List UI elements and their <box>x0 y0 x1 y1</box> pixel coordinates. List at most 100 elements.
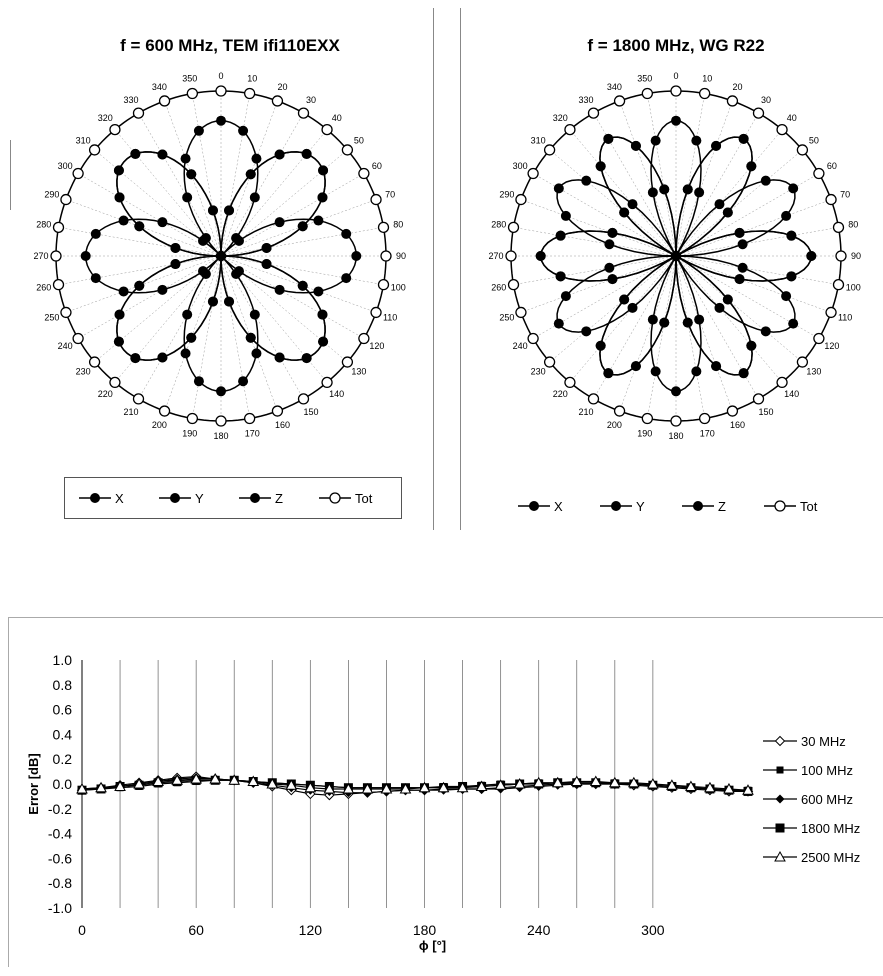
polar2-angle-label: 350 <box>637 74 652 84</box>
polar1-Tot-point <box>341 356 354 368</box>
polar1-legend-swatch <box>79 493 111 503</box>
polar2-Y-point <box>694 187 705 198</box>
polar1-Z-point <box>170 259 181 270</box>
polar2-Z-point <box>806 251 817 261</box>
polar2-Y-point <box>604 262 615 273</box>
polar2-Z-point <box>711 140 722 151</box>
polar2-Y-point <box>627 199 638 210</box>
polar2-Tot-point <box>670 415 682 427</box>
polar2-Tot-point <box>752 393 765 405</box>
polar1-angle-label: 340 <box>152 82 167 92</box>
error-legend-marker <box>774 735 786 747</box>
polar2-spoke <box>675 255 839 285</box>
polar2-legend-item-Z: Z <box>680 492 726 520</box>
error-chart-y-tick-label: 0.0 <box>53 776 73 792</box>
polar1-spoke <box>77 255 222 339</box>
polar1-Y-point <box>193 376 204 387</box>
polar2-angle-label: 210 <box>578 407 593 417</box>
polar2-Z-point <box>738 133 749 144</box>
polar1-Z-point <box>318 165 329 176</box>
polar2-Z-point <box>603 368 614 379</box>
polar1-Tot-point <box>271 95 284 107</box>
error-legend-label: 100 MHz <box>801 762 854 778</box>
polar2-Tot-point <box>543 356 556 368</box>
error-series-point <box>95 781 107 793</box>
polar2-Z-point <box>619 294 630 305</box>
polar1-angle-label: 130 <box>351 367 366 377</box>
polar2-legend-label: Z <box>718 498 726 514</box>
polar1-Z-point <box>245 332 256 343</box>
polar1-Tot-point <box>377 221 390 233</box>
polar1-Y-point <box>180 153 191 164</box>
polar1-angle-label: 280 <box>36 220 51 230</box>
polar1-Tot-point <box>132 107 145 119</box>
polar2-Y-point <box>650 366 661 377</box>
polar1-legend-swatch <box>239 493 271 503</box>
error-series-point <box>285 779 298 790</box>
polar1-Tot-point <box>244 87 256 100</box>
polar1-Tot-point <box>52 221 65 233</box>
polar1-angle-label: 90 <box>396 251 406 261</box>
polar2-Tot-point <box>726 95 739 107</box>
polar1-Y-point <box>313 286 324 297</box>
error-series-point <box>570 775 583 787</box>
polar1-Y-point <box>216 115 226 126</box>
polar1-Z-point <box>113 165 124 176</box>
polar2-angle-label: 50 <box>809 135 819 145</box>
polar1-angle-label: 190 <box>182 428 197 438</box>
polar2-legend-swatch <box>764 500 796 512</box>
error-series-point <box>190 773 203 784</box>
polar1-Z-point <box>186 169 197 180</box>
polar1-angle-label: 200 <box>152 420 167 430</box>
polar2-angle-label: 70 <box>840 189 850 199</box>
polar1-Z-point <box>207 296 218 307</box>
polar2-legend-swatch <box>600 501 632 511</box>
polar1-legend-item-Z: Z <box>237 484 283 512</box>
polar1-spoke <box>192 93 222 257</box>
polar2-spoke <box>675 129 783 257</box>
polar2-Z-point <box>659 317 670 328</box>
polar1-Z-point <box>114 309 125 320</box>
polar1-Z-point <box>157 352 168 363</box>
error-series-point <box>475 780 488 791</box>
polar2-series-Y <box>553 115 799 397</box>
polar1-Y-point <box>238 125 249 136</box>
polar2-Z-point <box>786 230 797 241</box>
polar2-Y-point <box>781 210 792 221</box>
polar2-Tot-point <box>670 85 682 97</box>
polar2-angle-label: 310 <box>531 135 546 145</box>
polar1-angle-label: 10 <box>247 74 257 84</box>
polar1-Z-point <box>317 309 328 320</box>
polar2-spoke <box>619 255 677 412</box>
error-chart-y-tick-label: 0.4 <box>53 726 73 742</box>
polar1-spoke <box>220 255 365 339</box>
polar2-Tot-point <box>699 412 711 425</box>
polar2-Tot-point <box>832 221 845 233</box>
error-legend-marker <box>776 766 784 774</box>
polar2-Y-point <box>647 314 658 325</box>
polar1-legend-marker <box>90 493 100 503</box>
polar2-angle-label: 130 <box>806 367 821 377</box>
polar1-Tot-point <box>109 376 121 389</box>
polar1-spoke <box>138 255 222 400</box>
polar1-Tot-point <box>321 376 333 389</box>
polar2-angle-label: 60 <box>827 161 837 171</box>
polar1-spoke <box>65 255 222 313</box>
polar2-angle-label: 290 <box>499 189 514 199</box>
polar1-angle-label: 330 <box>123 95 138 105</box>
polar1-spoke <box>220 199 377 257</box>
error-series-point <box>380 782 393 794</box>
polar1-angle-label: 120 <box>369 341 384 351</box>
polar2-Tot-point <box>832 279 845 291</box>
polar2-Y-point <box>714 199 725 210</box>
polar1-Z-point <box>134 280 145 291</box>
polar2-angle-label: 30 <box>761 95 771 105</box>
polar1-Y-point <box>118 286 129 297</box>
error-legend-label: 600 MHz <box>801 791 854 807</box>
polar2-Tot-point <box>776 123 788 136</box>
polar1-Y-point <box>182 192 193 203</box>
error-legend-item: 100 MHz <box>762 761 853 779</box>
polar2-legend-item-Y: Y <box>598 492 645 520</box>
polar2-spoke <box>675 227 839 257</box>
